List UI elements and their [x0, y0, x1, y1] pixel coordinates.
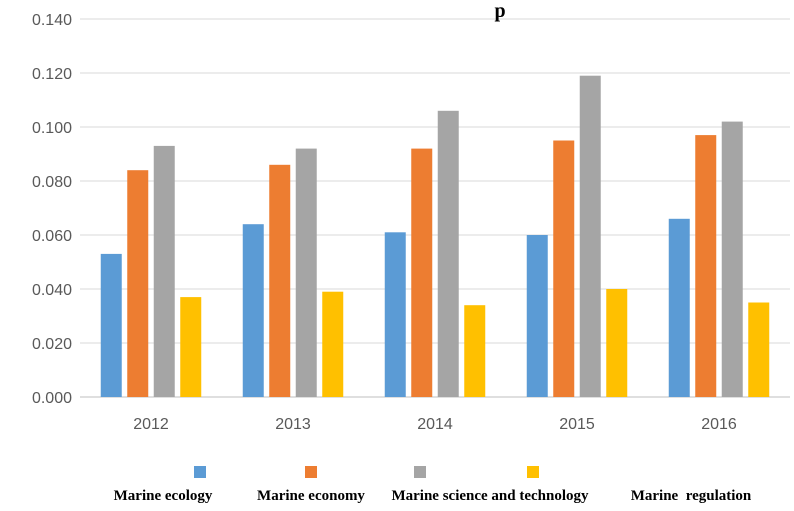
x-tick-label: 2014 — [417, 416, 453, 433]
bar — [242, 224, 264, 397]
y-tick-label: 0.000 — [32, 390, 72, 407]
bar — [668, 218, 690, 397]
bar — [721, 121, 743, 397]
y-tick-label: 0.120 — [32, 66, 72, 83]
bar — [384, 232, 406, 397]
bar — [579, 75, 601, 397]
legend-swatch — [527, 466, 539, 478]
bar — [269, 164, 291, 397]
legend-swatch — [305, 466, 317, 478]
legend: Marine ecology Marine economy Marine scien… — [114, 466, 752, 504]
bar — [437, 110, 459, 398]
bar — [695, 135, 717, 397]
y-tick-label: 0.060 — [32, 228, 72, 245]
bars — [100, 75, 770, 398]
bar — [526, 235, 548, 397]
y-tick-label: 0.080 — [32, 174, 72, 191]
chart-title: p — [494, 0, 505, 22]
x-tick-label: 2015 — [559, 416, 595, 433]
bar — [180, 297, 202, 397]
legend-swatch — [194, 466, 206, 478]
bar — [153, 145, 175, 397]
legend-label: Marine science and technology — [391, 488, 589, 504]
y-tick-label: 0.100 — [32, 120, 72, 137]
y-tick-label: 0.020 — [32, 336, 72, 353]
y-tick-label: 0.140 — [32, 12, 72, 29]
x-tick-label: 2016 — [701, 416, 737, 433]
legend-swatch — [414, 466, 426, 478]
bar — [606, 289, 628, 397]
x-tick-label: 2013 — [275, 416, 311, 433]
legend-label: Marine ecology — [114, 488, 213, 504]
bar — [322, 291, 344, 397]
x-tick-label: 2012 — [133, 416, 169, 433]
bar — [748, 302, 770, 397]
bar — [553, 140, 575, 397]
y-tick-label: 0.040 — [32, 282, 72, 299]
y-axis-ticks: 0.000 0.020 0.040 0.060 0.080 0.100 0.120 0.140 — [32, 12, 72, 407]
bar — [464, 305, 486, 397]
bar — [100, 253, 122, 397]
bar — [411, 148, 433, 397]
bar — [127, 170, 149, 397]
x-axis-ticks: 2012 2013 2014 2015 2016 — [133, 416, 737, 433]
legend-label: Marine economy — [257, 488, 365, 504]
bar — [295, 148, 317, 397]
legend-label: Marine regulation — [631, 488, 752, 504]
